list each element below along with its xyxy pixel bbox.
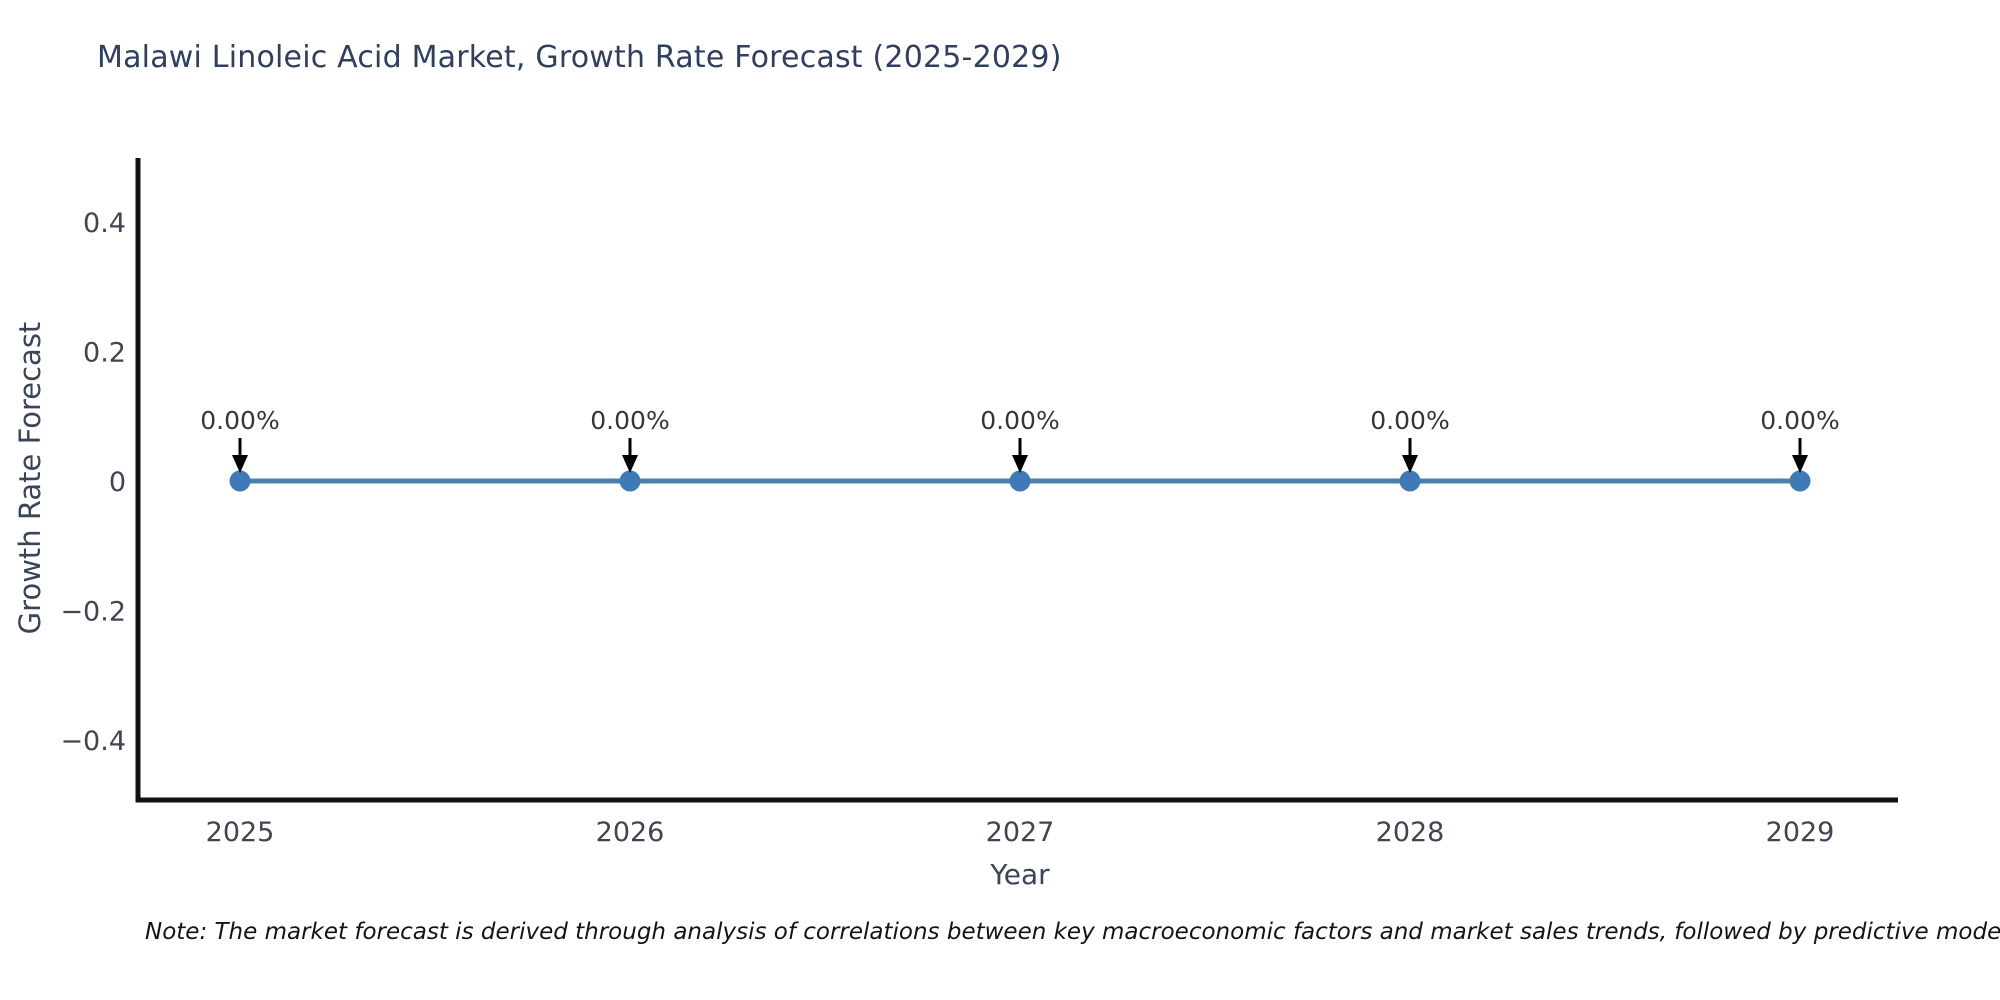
annotation-label: 0.00% — [590, 406, 669, 435]
annotation-arrowhead — [1792, 455, 1808, 473]
data-point-marker[interactable] — [1789, 470, 1811, 492]
annotation-arrowhead — [1402, 455, 1418, 473]
x-tick-label: 2027 — [986, 817, 1055, 848]
annotation-label: 0.00% — [980, 406, 1059, 435]
data-point-marker[interactable] — [619, 470, 641, 492]
y-tick-label: −0.2 — [60, 597, 126, 628]
y-tick-label: 0.2 — [83, 338, 126, 369]
data-point-marker[interactable] — [1009, 470, 1031, 492]
annotation-label: 0.00% — [200, 406, 279, 435]
y-tick-label: 0.4 — [83, 208, 126, 239]
x-axis-title: Year — [990, 858, 1050, 891]
footnote: Note: The market forecast is derived thr… — [145, 919, 2000, 945]
annotation-label: 0.00% — [1760, 406, 1839, 435]
x-tick-label: 2028 — [1376, 817, 1445, 848]
annotation-arrowhead — [1012, 455, 1028, 473]
x-tick-label: 2025 — [206, 817, 275, 848]
y-tick-label: −0.4 — [60, 726, 126, 757]
x-tick-label: 2029 — [1766, 817, 1835, 848]
chart-title: Malawi Linoleic Acid Market, Growth Rate… — [97, 40, 1062, 75]
y-tick-label: 0 — [109, 467, 126, 498]
data-point-marker[interactable] — [229, 470, 251, 492]
annotation-arrowhead — [232, 455, 248, 473]
annotation-arrowhead — [622, 455, 638, 473]
x-tick-label: 2026 — [596, 817, 665, 848]
annotation-label: 0.00% — [1370, 406, 1449, 435]
data-point-marker[interactable] — [1399, 470, 1421, 492]
